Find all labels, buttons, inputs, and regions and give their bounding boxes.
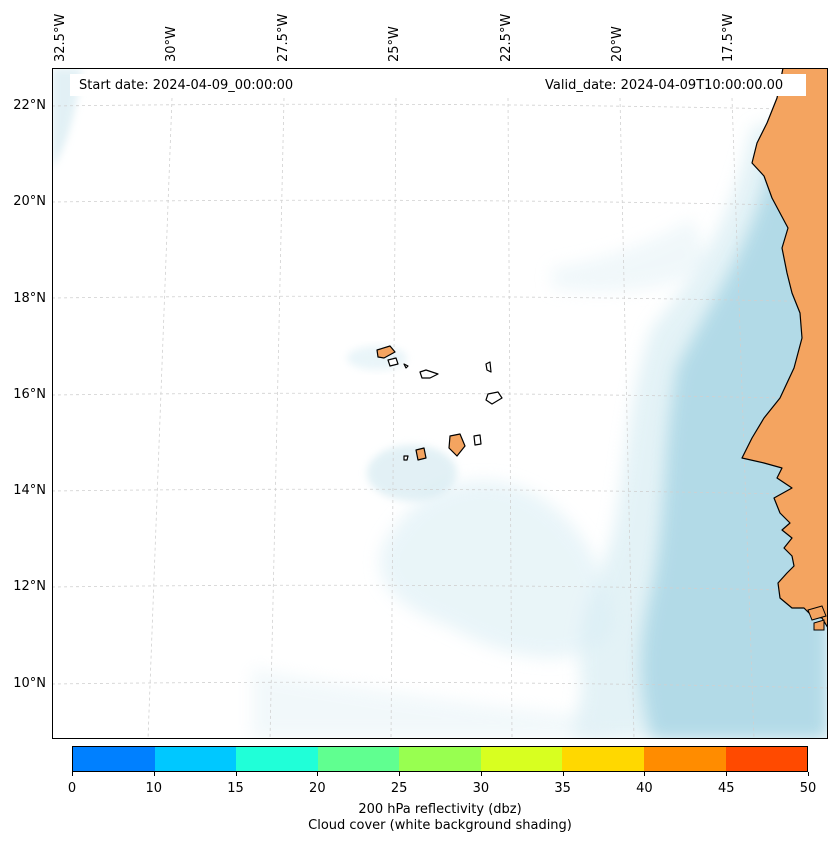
colorbar-tick-mark [399,772,401,776]
cape-verde-islands [376,345,503,461]
colorbar [72,746,808,772]
lat-tick-label: 20°N [13,194,46,209]
colorbar-tick-mark [235,772,237,776]
colorbar-segment [154,747,237,771]
colorbar-tick-mark [317,772,319,776]
cloud-cover [52,68,828,739]
lat-tick-label: 10°N [13,676,46,691]
lon-tick-label: 27.5°W [276,13,291,62]
colorbar-tick-mark [480,772,482,776]
coastal-island [807,605,827,621]
colorbar-tick-label: 0 [67,781,77,796]
africa-landmass [741,68,828,629]
colorbar-sublabel: Cloud cover (white background shading) [308,818,572,833]
lat-tick-label: 18°N [13,291,46,306]
colorbar-tick-label: 35 [554,781,571,796]
start-date-label: Start date: 2024-04-09_00:00:00 [79,78,294,93]
colorbar-segment [399,747,481,771]
lat-tick-label: 12°N [13,579,46,594]
lon-tick-label: 20°W [610,26,625,62]
colorbar-tick-mark [562,772,564,776]
lon-tick-label: 17.5°W [721,13,736,62]
colorbar-tick-mark [808,772,809,776]
colorbar-tick-label: 20 [309,781,326,796]
colorbar-tick-label: 10 [145,781,163,796]
colorbar-tick-mark [72,772,73,776]
colorbar-tick-mark [153,772,155,776]
colorbar-tick-label: 40 [636,781,653,796]
colorbar-tick-label: 45 [717,781,735,796]
colorbar-tick-label: 15 [227,781,244,796]
map-panel [52,68,828,739]
lat-tick-label: 14°N [13,483,46,498]
lat-tick-label: 22°N [13,98,46,113]
colorbar-tick-mark [726,772,728,776]
lon-tick-label: 22.5°W [499,13,514,62]
colorbar-segment [725,747,808,771]
colorbar-segment [73,747,155,771]
colorbar-tick-label: 50 [799,781,817,796]
coastal-island [813,619,825,631]
graticule [52,97,828,739]
valid-date-label: Valid_date: 2024-04-09T10:00:00.00 [545,78,784,93]
lon-tick-label: 32.5°W [53,13,68,62]
lon-tick-label: 30°W [164,26,179,62]
colorbar-label: 200 hPa reflectivity (dbz) [358,802,522,817]
colorbar-tick-mark [644,772,646,776]
colorbar-segment [643,747,726,771]
lon-tick-label: 25°W [387,26,402,62]
colorbar-tick-label: 30 [472,781,490,796]
colorbar-segment [562,747,644,771]
lat-tick-label: 16°N [13,387,46,402]
colorbar-segment [236,747,318,771]
colorbar-segment [480,747,563,771]
colorbar-segment [317,747,400,771]
colorbar-tick-label: 25 [390,781,408,796]
